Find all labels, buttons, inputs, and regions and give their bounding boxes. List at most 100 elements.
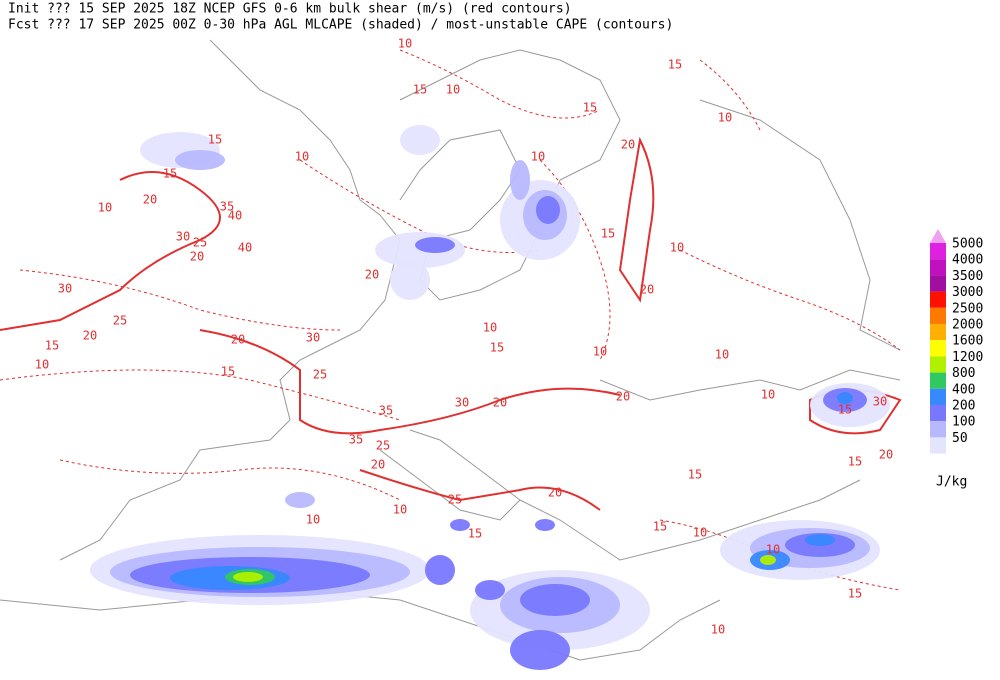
contour-label: 35: [349, 433, 363, 447]
legend-label: 3000: [952, 285, 983, 300]
legend-label: 1600: [952, 334, 983, 349]
cape-area: [285, 492, 315, 508]
contour-label: 20: [640, 283, 654, 297]
contour-label: 10: [446, 83, 460, 97]
legend-swatch: [930, 388, 946, 405]
contour-label: 20: [621, 138, 635, 152]
contour-label: 25: [448, 493, 462, 507]
contour-label: 15: [601, 227, 615, 241]
cape-area: [175, 150, 225, 170]
legend-swatch: [930, 259, 946, 276]
legend-swatch: [930, 421, 946, 438]
legend-label: 200: [952, 399, 975, 414]
contour-label: 35: [220, 200, 234, 214]
legend-label: 50: [952, 431, 968, 446]
legend-label: 2000: [952, 318, 983, 333]
contour-label: 15: [468, 527, 482, 541]
legend-label: 1200: [952, 350, 983, 365]
contour-label: 15: [668, 58, 682, 72]
legend-label: 400: [952, 382, 975, 397]
contour-label: 25: [313, 368, 327, 382]
contour-label: 10: [766, 543, 780, 557]
legend-label: 5000: [952, 237, 983, 252]
contour-label: 35: [379, 404, 393, 418]
legend-swatch: [930, 307, 946, 324]
contour-label: 20: [231, 333, 245, 347]
legend-swatch: [930, 275, 946, 292]
cape-area: [233, 572, 263, 582]
header-line: Fcst ??? 17 SEP 2025 00Z 0-30 hPa AGL ML…: [8, 18, 673, 33]
legend-swatch: [930, 243, 946, 260]
contour-label: 30: [873, 395, 887, 409]
contour-label: 10: [715, 348, 729, 362]
legend-label: 2500: [952, 301, 983, 316]
contour-label: 20: [365, 268, 379, 282]
contour-label: 10: [531, 150, 545, 164]
contour-label: 10: [398, 37, 412, 51]
contour-label: 15: [838, 403, 852, 417]
legend-unit: J/kg: [936, 475, 967, 490]
legend-swatch: [930, 405, 946, 422]
cape-area: [475, 580, 505, 600]
contour-label: 20: [143, 193, 157, 207]
legend-label: 3500: [952, 269, 983, 284]
contour-label: 10: [483, 321, 497, 335]
contour-label: 15: [221, 365, 235, 379]
cape-area: [390, 260, 430, 300]
contour-label: 25: [193, 236, 207, 250]
contour-label: 10: [593, 345, 607, 359]
cape-area: [520, 584, 590, 616]
legend-swatch: [930, 372, 946, 389]
contour-label: 20: [371, 458, 385, 472]
contour-label: 15: [688, 468, 702, 482]
cape-area: [450, 519, 470, 531]
contour-label: 10: [761, 388, 775, 402]
contour-label: 10: [718, 111, 732, 125]
cape-area: [415, 237, 455, 253]
contour-label: 15: [208, 133, 222, 147]
contour-label: 25: [113, 314, 127, 328]
legend-label: 100: [952, 415, 975, 430]
contour-label: 10: [295, 150, 309, 164]
contour-label: 20: [83, 329, 97, 343]
cape-area: [510, 630, 570, 670]
shear-contours: [0, 49, 902, 591]
contour-label: 15: [45, 339, 59, 353]
legend-swatch: [930, 340, 946, 357]
cape-area: [760, 555, 776, 565]
contour-label: 15: [490, 341, 504, 355]
contour-label: 15: [848, 455, 862, 469]
cape-shading: [90, 125, 890, 670]
contour-label: 20: [879, 448, 893, 462]
contour-label: 10: [306, 513, 320, 527]
contour-label: 15: [413, 83, 427, 97]
cape-area: [510, 160, 530, 200]
legend-swatch: [930, 356, 946, 373]
legend-swatch: [930, 437, 946, 454]
contour-label: 30: [176, 230, 190, 244]
contour-label: 15: [163, 167, 177, 181]
legend-label: 800: [952, 366, 975, 381]
legend-swatch: [930, 291, 946, 308]
header-line: Init ??? 15 SEP 2025 18Z NCEP GFS 0-6 km…: [8, 2, 572, 17]
contour-label: 20: [616, 390, 630, 404]
legend-label: 4000: [952, 253, 983, 268]
contour-label: 10: [35, 358, 49, 372]
contour-label: 20: [548, 486, 562, 500]
contour-label: 10: [670, 241, 684, 255]
contour-label: 10: [711, 623, 725, 637]
contour-label: 30: [58, 282, 72, 296]
cape-area: [400, 125, 440, 155]
contour-label: 15: [848, 587, 862, 601]
contour-label: 40: [228, 209, 242, 223]
cape-area: [535, 519, 555, 531]
contour-label: 30: [455, 396, 469, 410]
contour-label: 30: [306, 331, 320, 345]
cape-area: [425, 555, 455, 585]
legend-swatch: [930, 324, 946, 341]
cape-area: [837, 392, 853, 404]
contour-label: 40: [238, 241, 252, 255]
